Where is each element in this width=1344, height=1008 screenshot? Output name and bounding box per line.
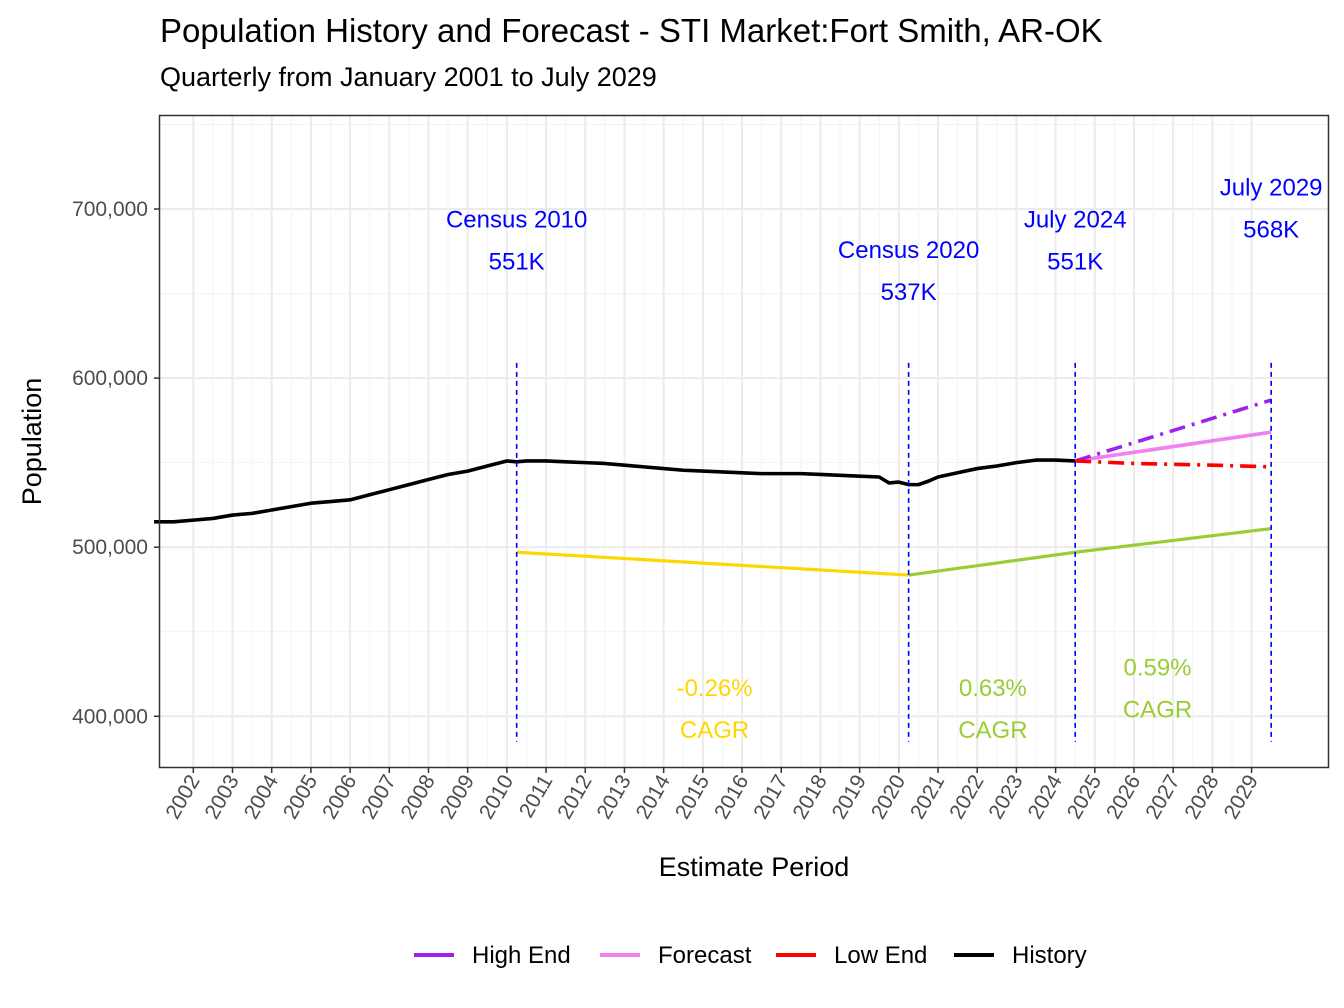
x-tick-label: 2026 (1102, 771, 1145, 823)
annotation-0-59-cagr: 0.59% CAGR (1123, 655, 1192, 724)
annotation-line-1: -0.26% (677, 675, 753, 702)
legend-label-history: History (1012, 942, 1087, 969)
annotation-line-1: 0.59% (1123, 655, 1191, 682)
annotation-july-2029-568k: July 2029 568K (1220, 174, 1323, 243)
legend-label-forecast: Forecast (658, 942, 752, 969)
x-tick-label: 2003 (201, 771, 244, 823)
series-line-high-end (1074, 398, 1272, 463)
annotation-line-1: Census 2010 (446, 207, 587, 234)
x-tick-label: 2015 (671, 771, 714, 823)
chart-title: Population History and Forecast - STI Ma… (160, 12, 1103, 49)
annotation-census-2010-551k: Census 2010 551K (446, 207, 587, 276)
annotation-line-1: July 2029 (1220, 174, 1323, 201)
annotation-line-2: CAGR (680, 717, 749, 744)
annotation-line-1: 0.63% (959, 675, 1027, 702)
x-tick-label: 2008 (397, 771, 440, 823)
x-tick-label: 2022 (945, 771, 988, 823)
y-tick-label: 700,000 (72, 198, 148, 221)
panel-border (158, 114, 1330, 769)
data-layer (154, 362, 1272, 742)
cagr-line-1 (516, 550, 909, 577)
annotation-line-2: 551K (489, 249, 545, 276)
axes: 400,000 500,000 600,000 700,000 200220032004… (17, 198, 1263, 882)
annotation-line-1: Census 2020 (838, 237, 979, 264)
chart-subtitle: Quarterly from January 2001 to July 2029 (160, 62, 657, 92)
x-tick-label: 2024 (1024, 771, 1067, 823)
y-tick-label: 500,000 (72, 536, 148, 559)
annotation-line-1: July 2024 (1024, 207, 1127, 234)
x-tick-label: 2018 (788, 771, 831, 823)
x-tick-label: 2002 (161, 771, 204, 823)
x-tick-label: 2020 (867, 771, 910, 823)
x-tick-label: 2027 (1141, 771, 1184, 823)
legend-label-high-end: High End (472, 942, 571, 969)
grid (160, 116, 1328, 767)
x-tick-label: 2012 (553, 771, 596, 823)
annotation-line-2: 537K (881, 279, 937, 306)
legend: High End Forecast Low End History (414, 942, 1087, 969)
x-tick-label: 2007 (357, 771, 400, 823)
series-line-history (154, 458, 1076, 524)
x-tick-label: 2010 (475, 771, 518, 823)
x-tick-label: 2013 (593, 771, 636, 823)
x-tick-label: 2023 (984, 771, 1027, 823)
x-tick-label: 2006 (318, 771, 361, 823)
x-tick-label: 2029 (1220, 771, 1263, 823)
annotation-0-26-cagr: -0.26% CAGR (677, 675, 753, 744)
annotation-line-2: 568K (1243, 216, 1299, 243)
x-tick-label: 2017 (749, 771, 792, 823)
annotation-july-2024-551k: July 2024 551K (1024, 207, 1127, 276)
cagr-line-2 (908, 526, 1272, 577)
y-tick-label: 600,000 (72, 367, 148, 390)
annotation-line-2: CAGR (1123, 697, 1192, 724)
x-tick-label: 2014 (632, 771, 675, 823)
y-axis-title: Population (17, 378, 47, 506)
y-tick-label: 400,000 (72, 705, 148, 728)
series-line-low-end (1075, 459, 1272, 469)
x-tick-label: 2016 (710, 771, 753, 823)
annotation-0-63-cagr: 0.63% CAGR (958, 675, 1027, 744)
x-tick-label: 2021 (906, 771, 949, 823)
x-tick-label: 2011 (515, 771, 558, 822)
x-tick-label: 2004 (240, 771, 283, 823)
x-tick-label: 2028 (1180, 771, 1223, 823)
x-axis-title: Estimate Period (659, 852, 850, 882)
x-tick-label: 2025 (1063, 771, 1106, 823)
annotations: Census 2010 551K Census 2020 537K July 2024 5… (446, 174, 1323, 744)
legend-label-low-end: Low End (834, 942, 927, 969)
x-tick-label: 2009 (436, 771, 479, 823)
series-line-forecast (1074, 430, 1272, 463)
x-tick-label: 2005 (279, 771, 322, 823)
x-tick-label: 2019 (828, 771, 871, 823)
annotation-census-2020-537k: Census 2020 537K (838, 237, 979, 306)
annotation-line-2: 551K (1047, 249, 1103, 276)
annotation-line-2: CAGR (958, 717, 1027, 744)
